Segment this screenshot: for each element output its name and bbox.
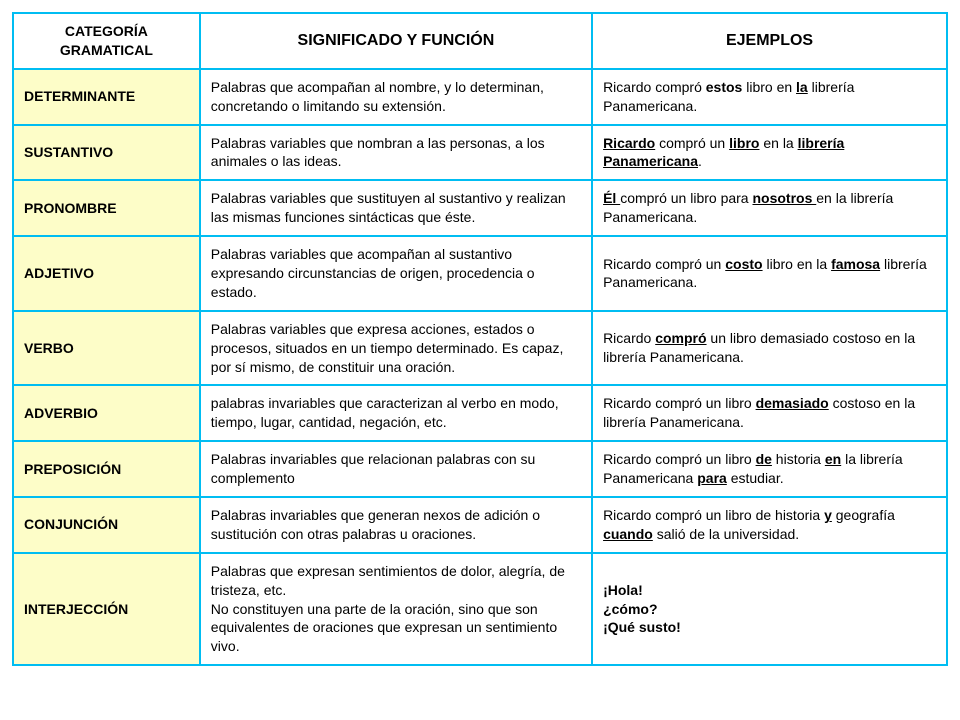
table-body: DETERMINANTEPalabras que acompañan al no…	[13, 69, 947, 665]
table-header-row: CATEGORÍA GRAMATICAL SIGNIFICADO Y FUNCI…	[13, 13, 947, 69]
table-row: ADVERBIOpalabras invariables que caracte…	[13, 385, 947, 441]
table-row: CONJUNCIÓNPalabras invariables que gener…	[13, 497, 947, 553]
header-category: CATEGORÍA GRAMATICAL	[13, 13, 200, 69]
example-cell: Ricardo compró un libro demasiado costos…	[592, 385, 947, 441]
example-cell: Ricardo compró un libro de historia en l…	[592, 441, 947, 497]
category-cell: PREPOSICIÓN	[13, 441, 200, 497]
table-row: DETERMINANTEPalabras que acompañan al no…	[13, 69, 947, 125]
example-cell: Ricardo compró un libro en la librería P…	[592, 125, 947, 181]
table-row: PRONOMBREPalabras variables que sustituy…	[13, 180, 947, 236]
grammar-categories-table: CATEGORÍA GRAMATICAL SIGNIFICADO Y FUNCI…	[12, 12, 948, 666]
header-meaning: SIGNIFICADO Y FUNCIÓN	[200, 13, 592, 69]
header-examples: EJEMPLOS	[592, 13, 947, 69]
definition-cell: Palabras que acompañan al nombre, y lo d…	[200, 69, 592, 125]
category-cell: ADJETIVO	[13, 236, 200, 311]
category-cell: ADVERBIO	[13, 385, 200, 441]
example-cell: ¡Hola!¿cómo?¡Qué susto!	[592, 553, 947, 665]
example-cell: Ricardo compró un costo libro en la famo…	[592, 236, 947, 311]
table-row: PREPOSICIÓNPalabras invariables que rela…	[13, 441, 947, 497]
category-cell: VERBO	[13, 311, 200, 386]
definition-cell: Palabras invariables que relacionan pala…	[200, 441, 592, 497]
definition-cell: Palabras variables que nombran a las per…	[200, 125, 592, 181]
example-cell: Ricardo compró estos libro en la librerí…	[592, 69, 947, 125]
category-cell: DETERMINANTE	[13, 69, 200, 125]
definition-cell: Palabras variables que expresa acciones,…	[200, 311, 592, 386]
example-cell: Ricardo compró un libro demasiado costos…	[592, 311, 947, 386]
category-cell: PRONOMBRE	[13, 180, 200, 236]
definition-cell: Palabras invariables que generan nexos d…	[200, 497, 592, 553]
definition-cell: palabras invariables que caracterizan al…	[200, 385, 592, 441]
definition-cell: Palabras variables que acompañan al sust…	[200, 236, 592, 311]
definition-cell: Palabras que expresan sentimientos de do…	[200, 553, 592, 665]
category-cell: INTERJECCIÓN	[13, 553, 200, 665]
table-row: VERBOPalabras variables que expresa acci…	[13, 311, 947, 386]
table-row: INTERJECCIÓNPalabras que expresan sentim…	[13, 553, 947, 665]
example-cell: Él compró un libro para nosotros en la l…	[592, 180, 947, 236]
category-cell: CONJUNCIÓN	[13, 497, 200, 553]
definition-cell: Palabras variables que sustituyen al sus…	[200, 180, 592, 236]
example-cell: Ricardo compró un libro de historia y ge…	[592, 497, 947, 553]
category-cell: SUSTANTIVO	[13, 125, 200, 181]
table-row: SUSTANTIVOPalabras variables que nombran…	[13, 125, 947, 181]
table-row: ADJETIVOPalabras variables que acompañan…	[13, 236, 947, 311]
